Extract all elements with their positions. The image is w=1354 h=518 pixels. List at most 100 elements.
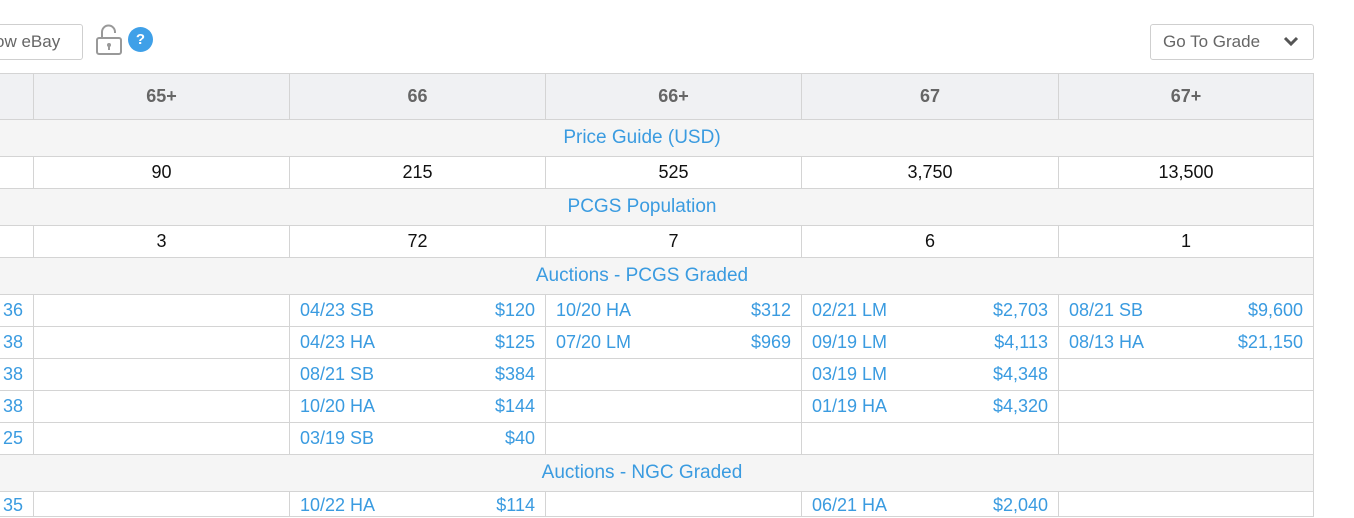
table-cell — [33, 294, 290, 327]
auction-price[interactable]: $2,703 — [992, 300, 1048, 320]
auction-price[interactable]: $114 — [496, 495, 535, 515]
table-cell — [545, 422, 802, 455]
auction-date-house[interactable]: 06/21 HA — [812, 495, 888, 515]
auction-price[interactable]: $21,150 — [1237, 332, 1303, 352]
auction-date-house[interactable]: 09/19 LM — [812, 332, 888, 352]
grade-header-cell: 66+ — [545, 73, 802, 120]
price-guide-row: 90 215 525 3,750 13,500 — [0, 156, 1314, 189]
table-cell: 525 — [545, 156, 802, 189]
auction-date-house[interactable]: 04/23 SB — [300, 300, 375, 320]
auction-entry[interactable]: 08/21 SB $9,600 — [1058, 294, 1314, 327]
auction-price[interactable]: $144 — [494, 396, 535, 416]
auctions-ngc-section: Auctions - NGC Graded — [0, 454, 1314, 492]
table-cell — [1058, 422, 1314, 455]
table-cell — [33, 422, 290, 455]
auction-date-house[interactable]: 01/19 HA — [812, 396, 888, 416]
go-to-grade-dropdown[interactable]: Go To Grade — [1150, 24, 1314, 60]
auction-price[interactable]: $969 — [750, 332, 791, 352]
auction-price[interactable]: 38 — [2, 332, 23, 352]
lock-open-icon[interactable] — [95, 24, 123, 56]
auction-date-house[interactable]: 03/19 SB — [300, 428, 375, 448]
auction-entry[interactable]: 03/19 SB $40 — [289, 422, 546, 455]
auction-entry[interactable]: 08/13 HA $21,150 — [1058, 326, 1314, 359]
table-cell: 6 — [801, 225, 1059, 258]
grade-header-cell: 65+ — [33, 73, 290, 120]
population-section: PCGS Population — [0, 188, 1314, 226]
auction-entry[interactable]: 02/21 LM $2,703 — [801, 294, 1059, 327]
auction-price[interactable]: $9,600 — [1247, 300, 1303, 320]
grade-table: 65+ 66 66+ 67 67+ Price Guide (USD) 90 215 525 3… — [0, 73, 1314, 517]
help-icon[interactable]: ? — [128, 27, 153, 52]
table-cell — [545, 390, 802, 423]
auction-row: 25 03/19 SB $40 — [0, 422, 1314, 455]
grade-header-cell: 67 — [801, 73, 1059, 120]
auction-price[interactable]: $120 — [494, 300, 535, 320]
auction-date-house[interactable]: 03/19 LM — [812, 364, 888, 384]
auction-entry[interactable]: 10/20 HA $144 — [289, 390, 546, 423]
auction-price-link[interactable]: 36 — [0, 294, 34, 327]
auction-entry[interactable]: 04/23 HA $125 — [289, 326, 546, 359]
auction-row: 38 10/20 HA $144 01/19 HA $4,320 — [0, 390, 1314, 423]
auction-price[interactable]: $2,040 — [992, 495, 1048, 515]
auction-entry[interactable]: 10/20 HA $312 — [545, 294, 802, 327]
auction-entry[interactable]: 07/20 LM $969 — [545, 326, 802, 359]
table-cell — [1058, 358, 1314, 391]
auction-price[interactable]: 35 — [2, 495, 23, 515]
auction-price[interactable]: $4,348 — [992, 364, 1048, 384]
auction-date-house[interactable]: 08/13 HA — [1069, 332, 1145, 352]
auction-row: 38 04/23 HA $125 07/20 LM $969 09/19 LM $4,113… — [0, 326, 1314, 359]
auction-date-house[interactable]: 10/20 HA — [556, 300, 632, 320]
price-guide-section: Price Guide (USD) — [0, 119, 1314, 157]
auction-price[interactable]: 25 — [2, 428, 23, 448]
auction-price[interactable]: 38 — [2, 364, 23, 384]
auction-date-house[interactable]: 08/21 SB — [300, 364, 375, 384]
auctions-pcgs-section: Auctions - PCGS Graded — [0, 257, 1314, 295]
price-guide-section-title: Price Guide (USD) — [0, 119, 1314, 157]
auction-entry[interactable]: 03/19 LM $4,348 — [801, 358, 1059, 391]
auction-date-house[interactable]: 07/20 LM — [556, 332, 632, 352]
auction-entry[interactable]: 01/19 HA $4,320 — [801, 390, 1059, 423]
show-ebay-button[interactable]: ow eBay — [0, 24, 83, 60]
auction-price[interactable]: $125 — [494, 332, 535, 352]
auction-price[interactable]: $40 — [504, 428, 535, 448]
table-cell — [33, 358, 290, 391]
auctions-ngc-section-title: Auctions - NGC Graded — [0, 454, 1314, 492]
auction-date-house[interactable]: 10/22 HA — [300, 495, 376, 515]
table-cell: 1 — [1058, 225, 1314, 258]
table-cell — [33, 491, 290, 517]
auction-date-house[interactable]: 04/23 HA — [300, 332, 376, 352]
auction-price[interactable]: $312 — [750, 300, 791, 320]
auction-price[interactable]: 38 — [2, 396, 23, 416]
auction-price[interactable]: $4,320 — [992, 396, 1048, 416]
population-section-title: PCGS Population — [0, 188, 1314, 226]
auction-price-link[interactable]: 38 — [0, 390, 34, 423]
auction-entry[interactable]: 04/23 SB $120 — [289, 294, 546, 327]
table-cell — [545, 358, 802, 391]
auction-date-house[interactable]: 10/20 HA — [300, 396, 376, 416]
auction-price-link[interactable]: 25 — [0, 422, 34, 455]
grade-header-prev — [0, 73, 34, 120]
auction-price-link[interactable]: 38 — [0, 358, 34, 391]
auction-date-house[interactable]: 02/21 LM — [812, 300, 888, 320]
table-cell: 3,750 — [801, 156, 1059, 189]
auction-entry[interactable]: 09/19 LM $4,113 — [801, 326, 1059, 359]
auction-row: 38 08/21 SB $384 03/19 LM $4,348 — [0, 358, 1314, 391]
table-cell: 90 — [33, 156, 290, 189]
table-cell: 13,500 — [1058, 156, 1314, 189]
table-cell — [1058, 491, 1314, 517]
table-cell — [1058, 390, 1314, 423]
go-to-grade-label: Go To Grade — [1163, 32, 1261, 51]
auction-price[interactable]: 36 — [2, 300, 23, 320]
auction-entry[interactable]: 10/22 HA $114 — [289, 491, 546, 517]
auction-entry[interactable]: 06/21 HA $2,040 — [801, 491, 1059, 517]
table-cell: 7 — [545, 225, 802, 258]
auction-price[interactable]: $4,113 — [994, 332, 1048, 352]
auction-date-house[interactable]: 08/21 SB — [1069, 300, 1144, 320]
chevron-down-icon — [1283, 32, 1299, 52]
table-cell — [545, 491, 802, 517]
auction-entry[interactable]: 08/21 SB $384 — [289, 358, 546, 391]
auction-price[interactable]: $384 — [494, 364, 535, 384]
auction-price-link[interactable]: 38 — [0, 326, 34, 359]
auction-price-link[interactable]: 35 — [0, 491, 34, 517]
table-cell — [0, 225, 34, 258]
